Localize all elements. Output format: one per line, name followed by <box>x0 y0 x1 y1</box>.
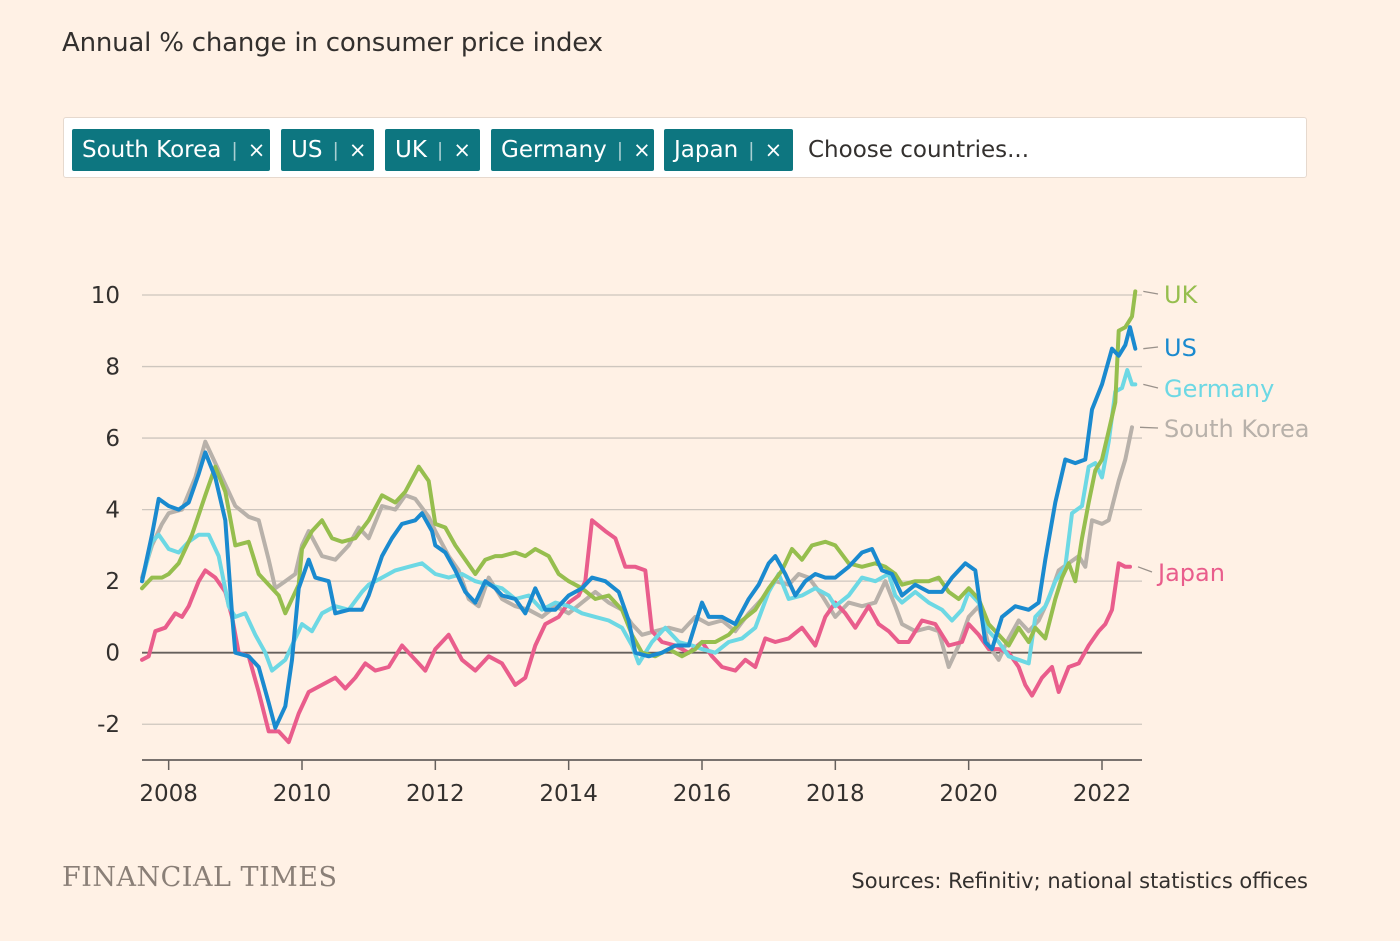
label-leader <box>1137 566 1153 573</box>
label-leader <box>1143 383 1159 389</box>
label-leader <box>1139 426 1159 429</box>
chart-title: Annual % change in consumer price index <box>62 28 603 58</box>
remove-germany-icon[interactable]: × <box>633 138 651 162</box>
country-picker[interactable]: South Korea | × US | × UK | × Germany | … <box>63 117 1307 178</box>
chip-separator: | <box>616 139 624 161</box>
series-line-germany <box>140 368 1138 673</box>
series-line-south-korea <box>140 425 1134 669</box>
series-label-us: US <box>1164 334 1197 362</box>
chip-south-korea: South Korea | × <box>72 129 270 171</box>
chip-japan: Japan | × <box>664 129 793 171</box>
x-tick-label: 2016 <box>673 781 732 807</box>
chip-separator: | <box>231 139 238 161</box>
chip-label: US <box>291 137 323 163</box>
chip-label: Japan <box>674 137 739 163</box>
y-tick-label: -2 <box>97 712 120 738</box>
x-tick-label: 2022 <box>1073 781 1132 807</box>
chip-separator: | <box>748 139 755 161</box>
series-label-japan: Japan <box>1156 559 1225 587</box>
chip-label: South Korea <box>82 137 222 163</box>
series-line-uk <box>140 289 1138 659</box>
y-tick-label: 0 <box>105 641 120 667</box>
series-label-south-korea: South Korea <box>1164 415 1309 443</box>
y-tick-label: 8 <box>105 355 120 381</box>
remove-japan-icon[interactable]: × <box>764 138 783 162</box>
y-tick-label: 4 <box>105 498 120 524</box>
chip-uk: UK | × <box>385 129 480 171</box>
x-tick-label: 2020 <box>939 781 998 807</box>
chip-separator: | <box>332 139 339 161</box>
series-label-uk: UK <box>1164 281 1199 309</box>
label-leader <box>1143 290 1159 295</box>
chip-label: Germany <box>501 137 607 163</box>
x-tick-label: 2014 <box>539 781 598 807</box>
chip-germany: Germany | × <box>491 129 654 171</box>
x-tick-label: 2018 <box>806 781 865 807</box>
y-tick-label: 10 <box>91 283 120 309</box>
series-line-us <box>140 325 1138 730</box>
x-tick-label: 2012 <box>406 781 465 807</box>
series-line-japan <box>140 518 1132 745</box>
x-tick-label: 2010 <box>273 781 332 807</box>
chip-us: US | × <box>281 129 374 171</box>
y-tick-label: 6 <box>105 426 120 452</box>
remove-uk-icon[interactable]: × <box>453 138 471 162</box>
x-tick-label: 2008 <box>139 781 198 807</box>
y-tick-label: 2 <box>105 569 120 595</box>
ft-logo: FINANCIAL TIMES <box>62 862 338 893</box>
sources-note: Sources: Refinitiv; national statistics … <box>851 869 1308 893</box>
remove-south-korea-icon[interactable]: × <box>247 138 266 162</box>
choose-countries-input[interactable] <box>808 132 1288 168</box>
label-leader <box>1143 346 1159 350</box>
series-label-germany: Germany <box>1164 375 1274 403</box>
chip-label: UK <box>395 137 427 163</box>
chip-separator: | <box>436 139 444 161</box>
remove-us-icon[interactable]: × <box>348 138 367 162</box>
